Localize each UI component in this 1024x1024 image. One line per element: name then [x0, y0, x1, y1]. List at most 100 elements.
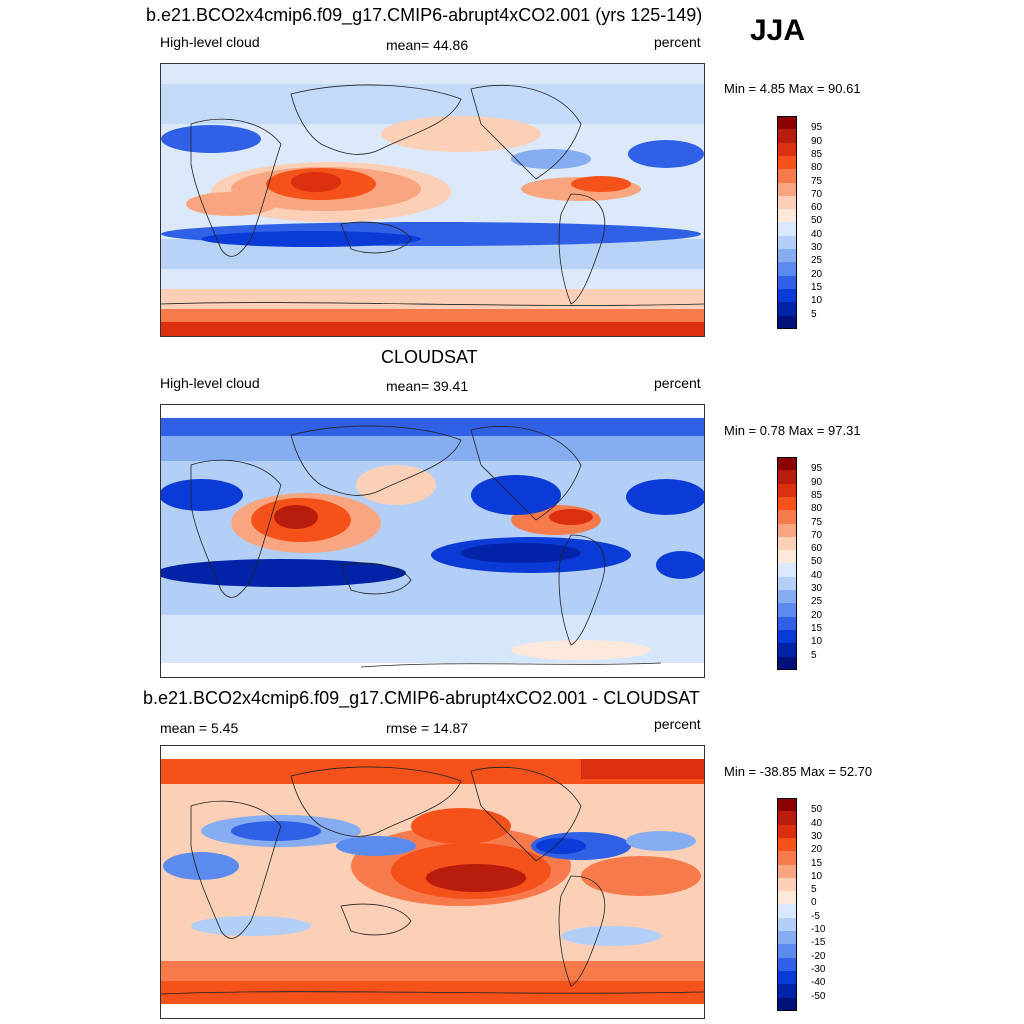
colorbar-swatch	[777, 510, 797, 524]
colorbar-swatch	[777, 576, 797, 591]
colorbar-swatch	[777, 917, 797, 932]
colorbar-swatch	[777, 288, 797, 303]
colorbar-swatch	[777, 222, 797, 237]
panel2-minmax-label: Min = 0.78 Max = 97.31	[724, 423, 861, 438]
colorbar-swatch	[777, 550, 797, 564]
colorbar-tick-label: 5	[811, 308, 817, 320]
panel3-colorbar: 50 40 30 20 15 10 5 0 -5 -10 -15 -20 -30 -40 -50	[777, 798, 837, 1012]
colorbar-frame	[777, 798, 797, 1011]
colorbar-swatch	[777, 536, 797, 551]
panel3-rmse-label: rmse = 14.87	[386, 720, 469, 736]
colorbar-swatch	[777, 970, 797, 985]
colorbar-swatch	[777, 984, 797, 998]
panel2-map	[160, 404, 705, 678]
colorbar-tick-label: -10	[811, 924, 826, 935]
colorbar-swatch	[777, 209, 797, 223]
colorbar-tick-label: 20	[811, 844, 823, 856]
colorbar-swatch	[777, 864, 797, 879]
panel1-variable-label: High-level cloud	[160, 34, 260, 50]
colorbar-swatch	[777, 824, 797, 839]
colorbar-tick-label: 70	[811, 188, 823, 200]
colorbar-swatch	[777, 249, 797, 263]
colorbar-tick-label: -40	[811, 977, 826, 989]
colorbar-swatch	[777, 457, 797, 471]
colorbar-swatch	[777, 837, 797, 852]
colorbar-tick-label: 0	[811, 897, 817, 909]
colorbar-swatch	[777, 891, 797, 905]
colorbar-tick-label: 60	[811, 543, 823, 555]
colorbar-tick-label: 30	[811, 242, 823, 253]
colorbar-tick-label: 50	[811, 804, 823, 816]
colorbar-swatch	[777, 590, 797, 604]
colorbar-tick-label: 70	[811, 529, 823, 541]
panel1-map	[160, 63, 705, 337]
colorbar-tick-label: 25	[811, 255, 823, 267]
colorbar-swatch	[777, 603, 797, 618]
colorbar-tick-label: 30	[811, 583, 823, 594]
colorbar-swatch	[777, 483, 797, 498]
colorbar-swatch	[777, 563, 797, 578]
panel3-mean-label: mean = 5.45	[160, 720, 239, 736]
colorbar-tick-label: -50	[811, 990, 826, 1002]
panel3-units-label: percent	[654, 716, 701, 732]
panel1-colorbar: 95 90 85 80 75 70 60 50 40 30 25 20 15 10 5	[777, 116, 837, 330]
colorbar-tick-label: 80	[811, 162, 823, 174]
colorbar-tick-label: -5	[811, 910, 820, 922]
panel2-units-label: percent	[654, 375, 701, 391]
colorbar-tick-label: 10	[811, 295, 823, 307]
panel2-variable-label: High-level cloud	[160, 375, 260, 391]
colorbar-frame	[777, 457, 797, 670]
colorbar-tick-label: 20	[811, 268, 823, 280]
colorbar-swatch	[777, 195, 797, 210]
colorbar-swatch	[777, 496, 797, 511]
colorbar-swatch	[777, 470, 797, 485]
colorbar-swatch	[777, 997, 797, 1012]
colorbar-swatch	[777, 944, 797, 959]
panel3-map	[160, 745, 705, 1019]
colorbar-swatch	[777, 877, 797, 892]
colorbar-swatch	[777, 643, 797, 657]
colorbar-swatch	[777, 931, 797, 945]
colorbar-tick-label: 50	[811, 556, 823, 568]
colorbar-tick-label: 10	[811, 636, 823, 648]
colorbar-tick-label: -15	[811, 937, 826, 949]
colorbar-tick-label: 90	[811, 476, 823, 488]
colorbar-swatch	[777, 629, 797, 644]
colorbar-swatch	[777, 262, 797, 277]
colorbar-tick-label: 5	[811, 884, 817, 896]
colorbar-tick-label: 15	[811, 281, 823, 293]
colorbar-tick-label: 30	[811, 830, 823, 842]
panel3-minmax-label: Min = -38.85 Max = 52.70	[724, 764, 873, 779]
colorbar-tick-label: 25	[811, 596, 823, 608]
colorbar-tick-label: 95	[811, 463, 823, 475]
colorbar-swatch	[777, 275, 797, 290]
panel1-minmax-label: Min = 4.85 Max = 90.61	[724, 81, 861, 96]
colorbar-swatch	[777, 811, 797, 826]
colorbar-tick-label: 75	[811, 516, 823, 528]
colorbar-swatch	[777, 235, 797, 250]
colorbar-tick-label: 85	[811, 148, 823, 160]
colorbar-tick-label: 15	[811, 622, 823, 634]
colorbar-tick-label: 95	[811, 122, 823, 134]
colorbar-swatch	[777, 169, 797, 183]
colorbar-swatch	[777, 302, 797, 316]
colorbar-swatch	[777, 798, 797, 812]
colorbar-tick-label: -30	[811, 963, 826, 975]
colorbar-swatch	[777, 116, 797, 130]
panel2-title: CLOUDSAT	[381, 347, 478, 367]
colorbar-tick-label: -20	[811, 950, 826, 962]
colorbar-tick-label: 90	[811, 135, 823, 147]
colorbar-tick-label: 40	[811, 817, 823, 829]
season-label: JJA	[750, 14, 806, 47]
panel1-title: b.e21.BCO2x4cmip6.f09_g17.CMIP6-abrupt4x…	[146, 5, 703, 25]
colorbar-tick-label: 75	[811, 175, 823, 187]
colorbar-tick-label: 10	[811, 870, 823, 882]
colorbar-tick-label: 60	[811, 202, 823, 214]
colorbar-swatch	[777, 904, 797, 919]
panel2-colorbar: 95 90 85 80 75 70 60 50 40 30 25 20 15 10 5	[777, 457, 837, 671]
colorbar-swatch	[777, 142, 797, 157]
colorbar-swatch	[777, 155, 797, 170]
colorbar-tick-label: 15	[811, 857, 823, 869]
panel1-units-label: percent	[654, 34, 701, 50]
colorbar-swatch	[777, 182, 797, 197]
